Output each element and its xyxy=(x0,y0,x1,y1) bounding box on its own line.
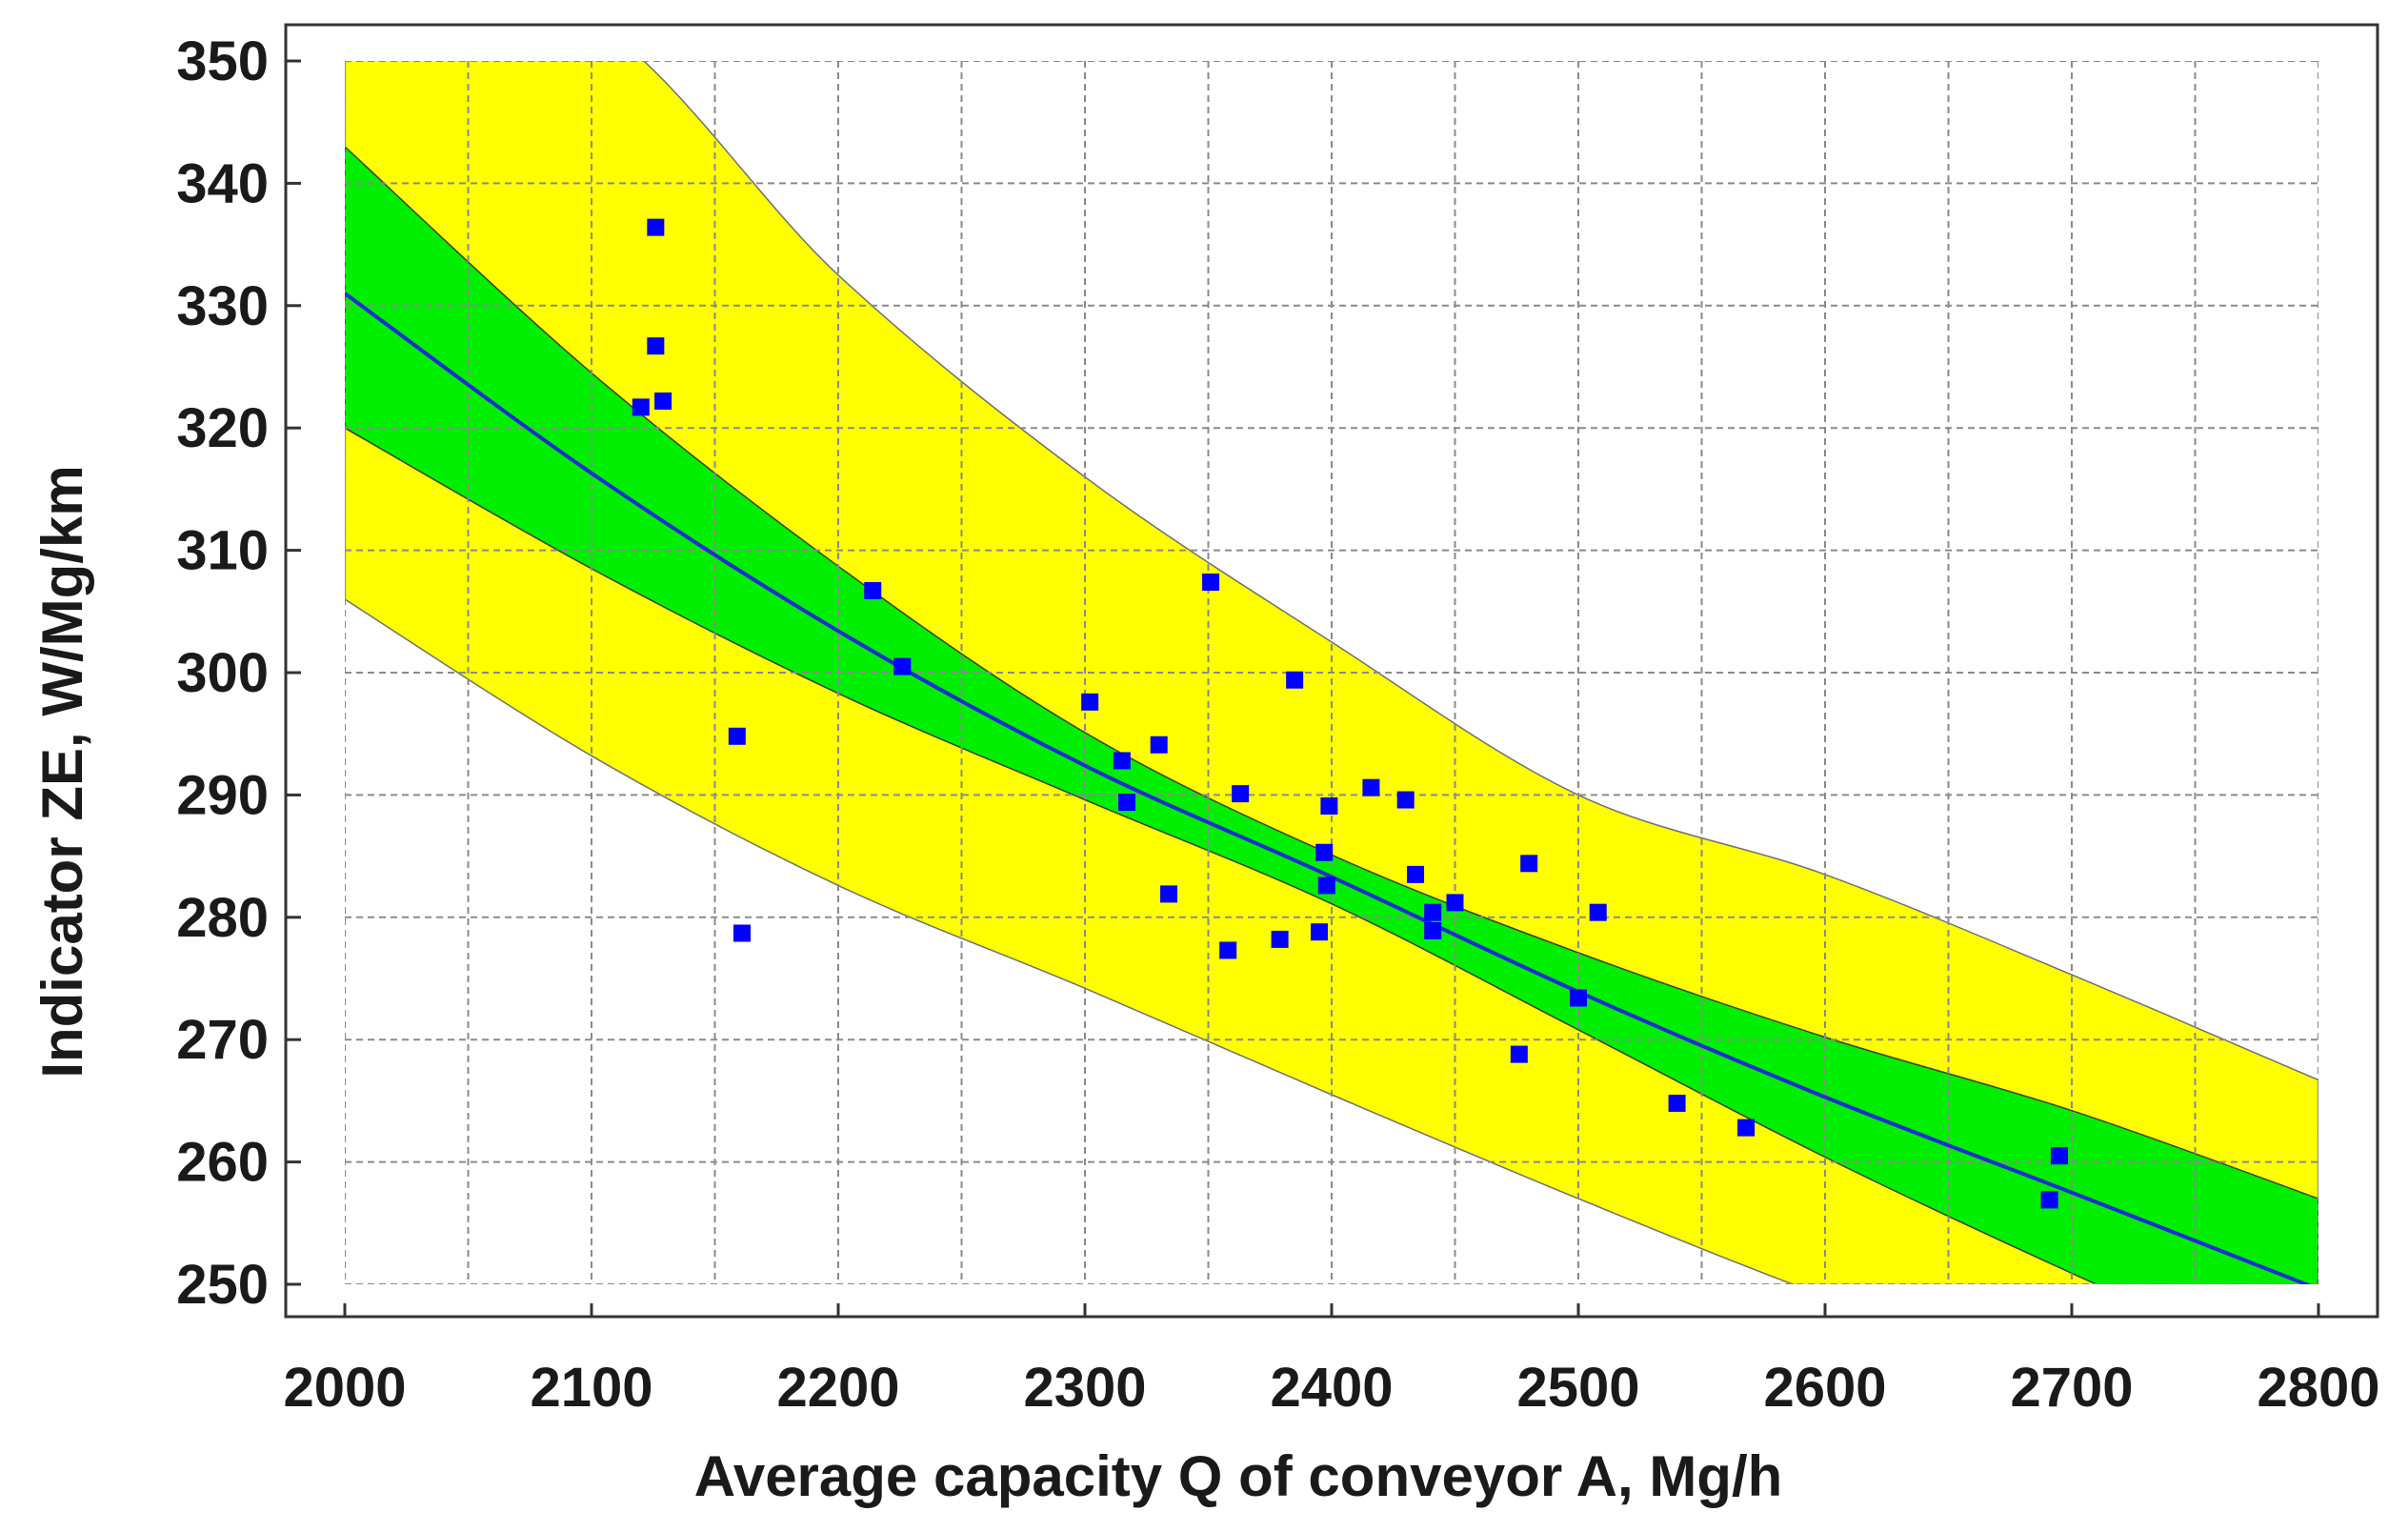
data-point xyxy=(1396,791,1415,809)
data-point xyxy=(1311,923,1329,941)
x-tick-label: 2800 xyxy=(2257,1357,2379,1419)
y-tick-label: 310 xyxy=(176,520,269,582)
data-point xyxy=(1081,693,1099,711)
y-axis-label: Indicator ZE, W/Mg/km xyxy=(30,465,94,1078)
y-tick-label: 300 xyxy=(176,642,269,704)
data-point xyxy=(1510,1045,1528,1063)
data-point xyxy=(1160,885,1178,903)
data-point xyxy=(732,924,751,942)
data-point xyxy=(647,218,665,236)
confidence-band xyxy=(345,145,2318,1284)
data-point xyxy=(1424,921,1442,939)
x-tick-label: 2600 xyxy=(1763,1357,1886,1419)
data-point xyxy=(1232,785,1250,803)
data-point xyxy=(1424,903,1442,921)
data-point xyxy=(654,392,672,410)
y-tick-label: 340 xyxy=(176,152,269,214)
plot-area xyxy=(345,61,2318,1284)
x-tick-label: 2700 xyxy=(2010,1357,2133,1419)
x-tick-label: 2100 xyxy=(530,1357,652,1419)
data-point xyxy=(1446,894,1464,912)
data-point xyxy=(1407,865,1425,883)
data-point xyxy=(1320,796,1338,815)
data-point xyxy=(1315,843,1334,861)
data-point xyxy=(1570,989,1587,1007)
fit-line xyxy=(345,292,2312,1284)
y-tick-label: 260 xyxy=(176,1132,269,1194)
data-point xyxy=(1113,752,1131,770)
data-point xyxy=(1317,877,1335,895)
data-point xyxy=(1589,903,1607,921)
y-tick-label: 330 xyxy=(176,275,269,337)
data-point xyxy=(1668,1094,1686,1112)
data-point xyxy=(1150,736,1168,754)
x-tick-label: 2500 xyxy=(1516,1357,1639,1419)
data-point xyxy=(1271,930,1289,948)
y-tick-label: 250 xyxy=(176,1254,269,1316)
data-point xyxy=(632,398,650,416)
x-tick-label: 2300 xyxy=(1023,1357,1146,1419)
data-point xyxy=(864,581,882,599)
y-tick-label: 280 xyxy=(176,887,269,949)
data-point xyxy=(1118,794,1136,812)
data-points xyxy=(632,218,2069,1209)
data-point xyxy=(2051,1147,2069,1165)
data-point xyxy=(1362,778,1380,796)
grid xyxy=(345,61,2318,1284)
data-point xyxy=(1520,855,1538,873)
data-point xyxy=(893,657,912,675)
y-tick-label: 290 xyxy=(176,764,269,826)
data-point xyxy=(1286,671,1304,689)
data-point xyxy=(647,337,665,355)
y-tick-label: 320 xyxy=(176,397,269,459)
data-point xyxy=(2040,1191,2058,1209)
data-point xyxy=(1202,573,1220,591)
x-axis-label: Average capacity Q of conveyor A, Mg/h xyxy=(694,1444,1783,1508)
x-tick-label: 2400 xyxy=(1270,1357,1393,1419)
x-tick-label: 2000 xyxy=(283,1357,406,1419)
y-tick-label: 270 xyxy=(176,1009,269,1071)
y-axis: 250 260 270 280 290 300 310 320 330 340 350 xyxy=(176,30,301,1316)
x-tick-label: 2200 xyxy=(776,1357,899,1419)
data-point xyxy=(1737,1119,1756,1137)
x-axis: 2000 2100 2200 2300 2400 2500 2600 2700 2800 xyxy=(283,1303,2380,1419)
y-tick-label: 350 xyxy=(176,30,269,92)
data-point xyxy=(1219,941,1237,959)
data-point xyxy=(728,727,746,745)
